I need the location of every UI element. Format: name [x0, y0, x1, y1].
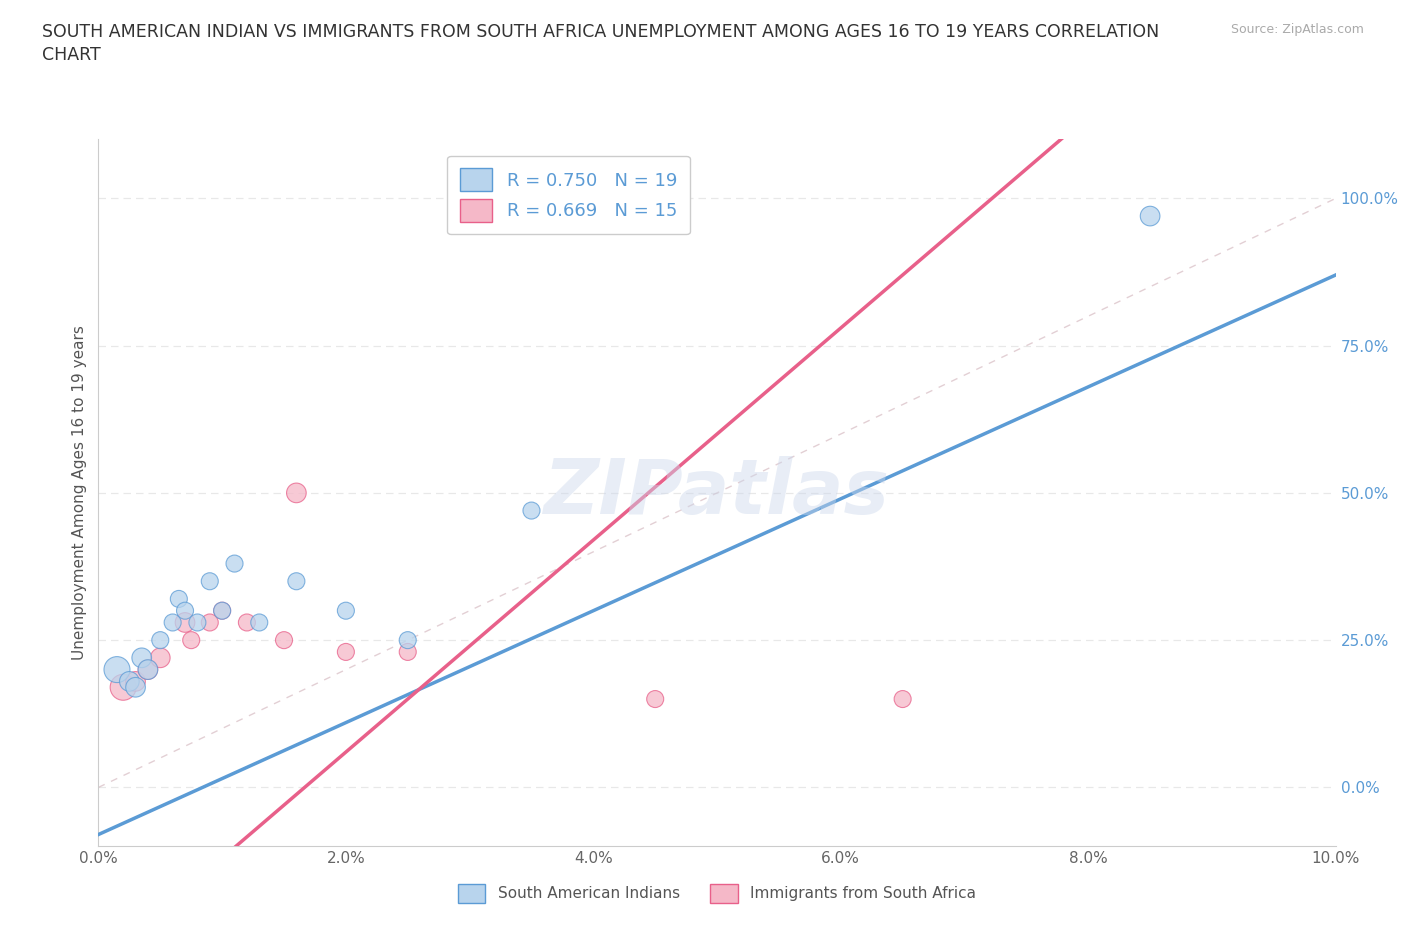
- Text: Source: ZipAtlas.com: Source: ZipAtlas.com: [1230, 23, 1364, 36]
- Point: [891, 692, 914, 707]
- Point: [335, 604, 357, 618]
- Point: [247, 615, 270, 630]
- Point: [136, 662, 159, 677]
- Point: [149, 632, 172, 647]
- Point: [520, 503, 543, 518]
- Point: [112, 680, 135, 695]
- Text: SOUTH AMERICAN INDIAN VS IMMIGRANTS FROM SOUTH AFRICA UNEMPLOYMENT AMONG AGES 16: SOUTH AMERICAN INDIAN VS IMMIGRANTS FROM…: [42, 23, 1160, 41]
- Point: [285, 485, 308, 500]
- Point: [396, 632, 419, 647]
- Point: [335, 644, 357, 659]
- Point: [174, 604, 197, 618]
- Point: [131, 650, 153, 665]
- Point: [174, 615, 197, 630]
- Point: [149, 650, 172, 665]
- Point: [186, 615, 208, 630]
- Point: [211, 604, 233, 618]
- Point: [124, 680, 146, 695]
- Point: [198, 615, 221, 630]
- Y-axis label: Unemployment Among Ages 16 to 19 years: Unemployment Among Ages 16 to 19 years: [72, 326, 87, 660]
- Point: [396, 644, 419, 659]
- Point: [105, 662, 128, 677]
- Point: [236, 615, 259, 630]
- Point: [180, 632, 202, 647]
- Point: [644, 692, 666, 707]
- Point: [162, 615, 184, 630]
- Point: [198, 574, 221, 589]
- Point: [124, 674, 146, 689]
- Point: [224, 556, 246, 571]
- Point: [285, 574, 308, 589]
- Legend: South American Indians, Immigrants from South Africa: South American Indians, Immigrants from …: [451, 878, 983, 910]
- Point: [1139, 208, 1161, 223]
- Point: [136, 662, 159, 677]
- Point: [211, 604, 233, 618]
- Point: [167, 591, 190, 606]
- Text: CHART: CHART: [42, 46, 101, 63]
- Text: ZIPatlas: ZIPatlas: [544, 456, 890, 530]
- Point: [118, 674, 141, 689]
- Point: [273, 632, 295, 647]
